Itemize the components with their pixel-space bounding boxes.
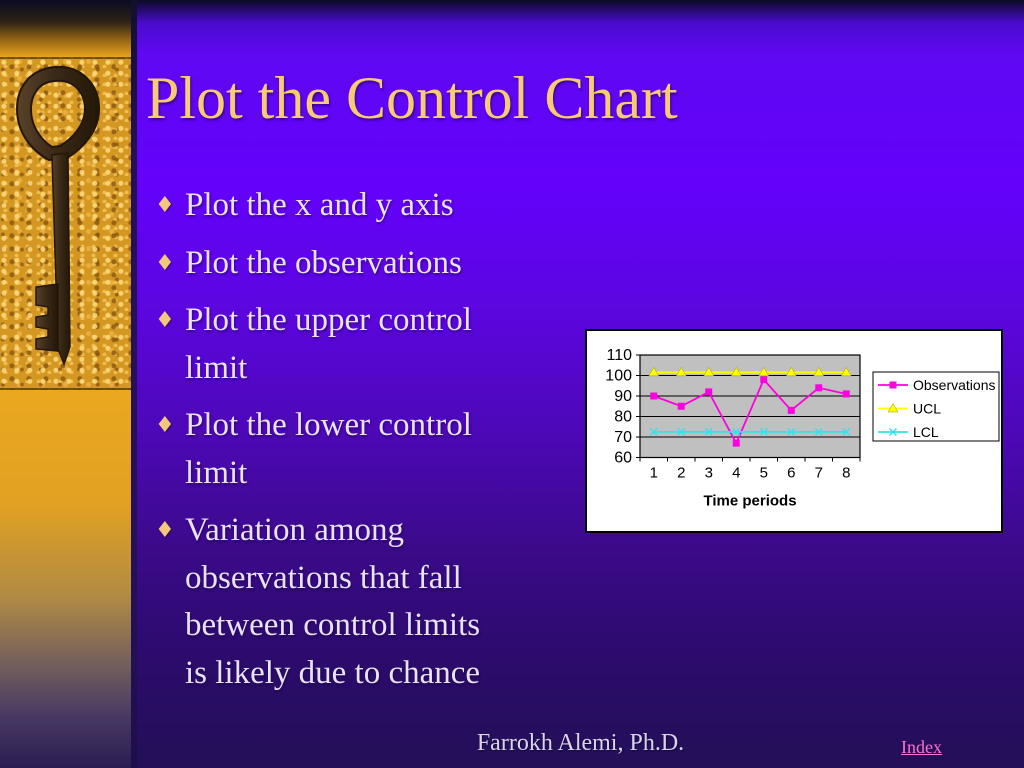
chart-canvas: 60 70 80 90 100 110 1 2 3 4 5 6 7 8 Time periods Observ… — [605, 347, 1000, 510]
author-credit: Farrokh Alemi, Ph.D. — [476, 730, 685, 756]
svg-text:Time periods: Time periods — [703, 493, 796, 510]
bullet-item: ♦ Variation among observations that fall… — [155, 507, 595, 697]
svg-text:2: 2 — [677, 465, 685, 482]
index-link[interactable]: Index — [901, 737, 942, 757]
svg-text:110: 110 — [606, 347, 632, 364]
sidebar-edge-strip — [131, 0, 137, 768]
diamond-bullet-icon: ♦ — [155, 250, 175, 276]
diamond-bullet-icon: ♦ — [155, 413, 175, 438]
svg-text:6: 6 — [787, 465, 795, 482]
bullet-text: Plot the upper control limit — [185, 302, 472, 386]
diamond-bullet-icon: ♦ — [155, 308, 175, 333]
sidebar-bottom-gradient — [0, 390, 131, 768]
sidebar-top-gradient — [0, 0, 131, 57]
svg-text:60: 60 — [614, 450, 632, 467]
key-icon — [15, 65, 101, 367]
svg-text:5: 5 — [760, 465, 768, 482]
antique-key-photo — [0, 57, 131, 390]
bullet-item: ♦ Plot the upper control limit — [155, 297, 595, 392]
bullet-text: Plot the lower control limit — [185, 407, 472, 491]
bullet-item: ♦ Plot the observations — [155, 240, 595, 288]
control-chart: 60 70 80 90 100 110 1 2 3 4 5 6 7 8 Time periods Observ… — [585, 329, 1003, 533]
svg-text:90: 90 — [614, 388, 632, 405]
diamond-bullet-icon: ♦ — [155, 518, 175, 543]
svg-text:8: 8 — [842, 465, 850, 482]
diamond-bullet-icon: ♦ — [155, 193, 175, 218]
bullet-list: ♦ Plot the x and y axis ♦ Plot the obser… — [155, 182, 595, 707]
bullet-text: Plot the x and y axis — [185, 187, 454, 223]
bullet-text: Plot the observations — [185, 244, 462, 281]
svg-text:Observations: Observations — [913, 377, 995, 393]
bullet-item: ♦ Plot the lower control limit — [155, 402, 595, 497]
svg-text:1: 1 — [650, 465, 658, 482]
svg-text:70: 70 — [614, 429, 632, 446]
bullet-text: Variation among observations that fall b… — [185, 512, 481, 691]
bullet-item: ♦ Plot the x and y axis — [155, 182, 595, 230]
sidebar — [0, 0, 131, 768]
svg-text:80: 80 — [614, 409, 632, 426]
svg-text:100: 100 — [605, 368, 632, 385]
slide-title: Plot the Control Chart — [146, 65, 678, 131]
svg-text:3: 3 — [705, 465, 713, 482]
svg-text:UCL: UCL — [913, 401, 941, 417]
svg-text:4: 4 — [732, 465, 740, 482]
svg-text:LCL: LCL — [913, 424, 939, 440]
svg-text:7: 7 — [815, 465, 823, 482]
